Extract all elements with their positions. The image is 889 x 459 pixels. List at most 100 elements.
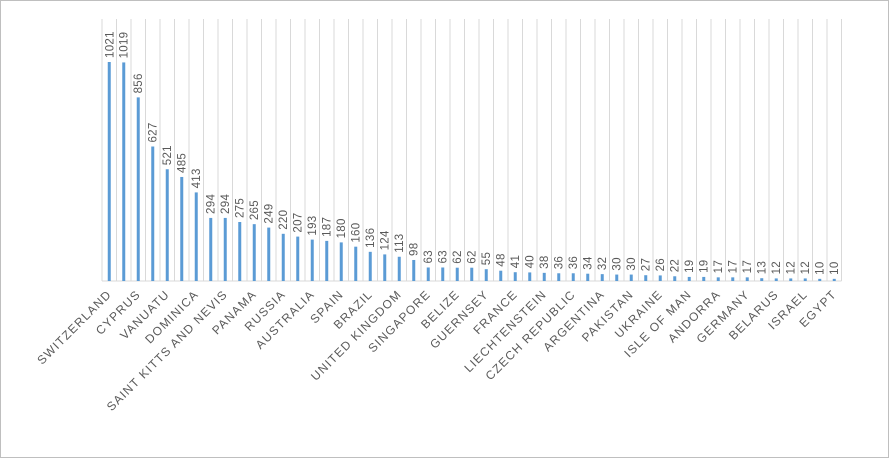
bar	[803, 278, 807, 281]
bar	[774, 278, 778, 281]
bar	[107, 62, 111, 281]
bar	[267, 227, 271, 281]
bar	[716, 277, 720, 281]
data-label: 36	[554, 256, 566, 269]
data-label: 12	[771, 261, 783, 274]
data-label: 265	[249, 200, 261, 220]
bar	[223, 217, 227, 281]
bar	[600, 274, 604, 281]
bar	[136, 97, 140, 281]
bar	[151, 146, 155, 281]
bar	[209, 217, 213, 281]
bar	[383, 254, 387, 281]
data-label: 38	[539, 255, 551, 268]
bar	[818, 278, 822, 281]
bar	[658, 275, 662, 281]
bar	[644, 275, 648, 281]
bar	[745, 277, 749, 281]
bar	[760, 278, 764, 281]
data-label: 62	[452, 250, 464, 263]
bar	[412, 259, 416, 281]
data-label: 187	[322, 217, 334, 237]
bar	[513, 272, 517, 281]
data-label: 40	[525, 255, 537, 268]
bar	[557, 273, 561, 281]
data-label: 220	[278, 210, 290, 230]
data-label: 10	[815, 261, 827, 274]
bar	[180, 176, 184, 281]
bar	[571, 273, 575, 281]
bar	[499, 270, 503, 281]
data-label: 180	[336, 218, 348, 238]
bar	[252, 224, 256, 281]
bar	[673, 276, 677, 281]
bar	[441, 267, 445, 281]
bar	[426, 267, 430, 281]
bar	[165, 169, 169, 281]
data-label: 17	[728, 260, 740, 273]
data-label: 63	[438, 250, 450, 263]
bar	[586, 273, 590, 281]
bar	[615, 274, 619, 281]
data-label: 275	[235, 198, 247, 218]
data-label: 22	[670, 259, 682, 272]
bar	[281, 233, 285, 281]
data-label: 30	[626, 257, 638, 270]
data-label: 55	[481, 252, 493, 265]
data-label: 27	[641, 258, 653, 271]
bar	[470, 267, 474, 281]
data-label: 10	[829, 261, 841, 274]
data-label: 113	[394, 234, 406, 253]
bar	[528, 272, 532, 281]
bar	[789, 278, 793, 281]
data-label: 521	[162, 145, 174, 165]
bar	[455, 267, 459, 281]
data-label: 294	[220, 194, 232, 214]
data-label: 36	[568, 256, 580, 269]
bar	[484, 269, 488, 281]
bar	[354, 246, 358, 281]
data-label: 32	[597, 257, 609, 270]
data-label: 413	[191, 168, 203, 188]
bar	[629, 274, 633, 281]
data-label: 62	[467, 250, 479, 263]
data-label: 294	[206, 194, 218, 214]
data-label: 19	[684, 260, 696, 273]
data-label: 207	[293, 213, 305, 233]
data-label: 17	[713, 260, 725, 273]
data-label: 856	[133, 73, 145, 93]
data-label: 98	[409, 243, 421, 256]
data-label: 193	[307, 216, 319, 236]
data-label: 124	[380, 230, 392, 250]
data-label: 485	[177, 153, 189, 173]
data-label: 26	[655, 258, 667, 271]
data-label: 48	[496, 253, 508, 266]
data-label: 12	[786, 261, 798, 274]
bar	[397, 256, 401, 281]
bar	[296, 236, 300, 281]
data-label: 30	[612, 257, 624, 270]
bar	[687, 276, 691, 281]
data-label: 249	[264, 203, 276, 223]
data-label: 1021	[104, 31, 116, 58]
data-label: 1019	[119, 32, 131, 59]
bar	[238, 222, 242, 281]
data-label: 12	[800, 261, 812, 274]
data-label: 160	[351, 223, 363, 243]
bar	[542, 272, 546, 281]
bar	[325, 240, 329, 281]
bar	[368, 251, 372, 281]
data-label: 34	[583, 256, 595, 270]
bar	[122, 62, 126, 282]
bar	[339, 242, 343, 281]
bar	[832, 278, 836, 281]
data-label: 63	[423, 250, 435, 263]
bar	[731, 277, 735, 281]
data-label: 136	[365, 228, 377, 248]
data-label: 13	[757, 261, 769, 274]
data-label: 627	[148, 122, 160, 142]
bar	[702, 276, 706, 281]
bar	[194, 192, 198, 281]
